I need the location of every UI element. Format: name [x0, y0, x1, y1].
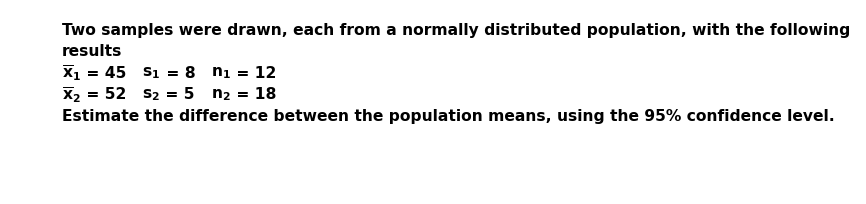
Text: = 52: = 52 — [81, 87, 142, 102]
Text: $\mathbf{n_1}$: $\mathbf{n_1}$ — [211, 65, 231, 80]
Text: $\mathbf{s_1}$: $\mathbf{s_1}$ — [142, 65, 160, 80]
Text: = 45: = 45 — [81, 65, 142, 80]
Text: = 12: = 12 — [231, 65, 276, 80]
Text: $\mathbf{\overline{x}_2}$: $\mathbf{\overline{x}_2}$ — [62, 85, 81, 104]
Text: $\mathbf{n_2}$: $\mathbf{n_2}$ — [211, 87, 230, 102]
Text: = 18: = 18 — [230, 87, 276, 102]
Text: Two samples were drawn, each from a normally distributed population, with the fo: Two samples were drawn, each from a norm… — [62, 22, 850, 37]
Text: Estimate the difference between the population means, using the 95% confidence l: Estimate the difference between the popu… — [62, 109, 835, 124]
Text: = 5: = 5 — [160, 87, 211, 102]
Text: results: results — [62, 43, 122, 58]
Text: = 8: = 8 — [160, 65, 211, 80]
Text: $\mathbf{\overline{x}_1}$: $\mathbf{\overline{x}_1}$ — [62, 63, 81, 82]
Text: $\mathbf{s_2}$: $\mathbf{s_2}$ — [142, 87, 160, 102]
